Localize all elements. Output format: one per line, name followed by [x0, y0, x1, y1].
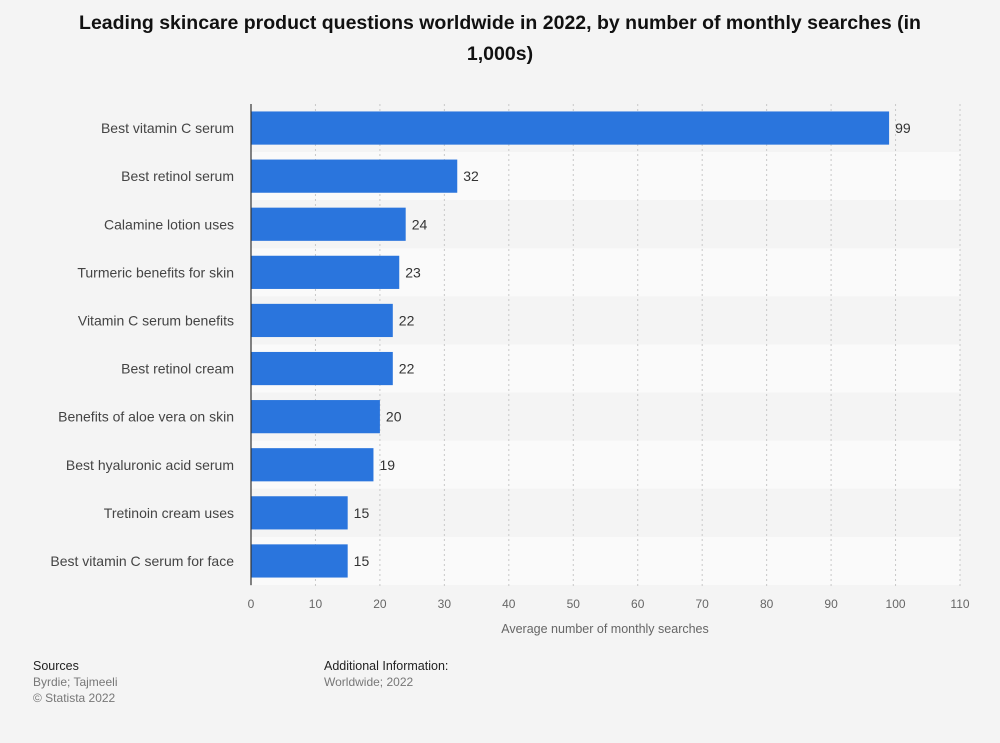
x-tick-label: 50: [567, 597, 581, 611]
x-tick-labels: 0 10 20 30 40 50 60 70 80 90 100 110: [248, 597, 970, 611]
bar: [251, 111, 890, 145]
additional-info-heading: Additional Information:: [324, 659, 449, 673]
bar-chart: Best vitamin C serum Best retinol serum Ca…: [50, 104, 970, 636]
category-label: Best retinol cream: [121, 361, 234, 377]
bar: [251, 159, 458, 193]
category-label: Best retinol serum: [121, 168, 234, 184]
bars: [251, 111, 890, 578]
chart-title: Leading skincare product questions world…: [79, 12, 921, 65]
value-label: 24: [412, 216, 428, 232]
x-axis-label: Average number of monthly searches: [501, 622, 709, 636]
x-tick-label: 10: [309, 597, 323, 611]
sources-text: Byrdie; Tajmeeli: [33, 675, 118, 689]
category-label: Best vitamin C serum for face: [50, 553, 234, 569]
bar: [251, 544, 348, 578]
copyright-text: © Statista 2022: [33, 691, 116, 705]
x-tick-label: 100: [886, 597, 906, 611]
bar: [251, 351, 393, 386]
x-tick-label: 20: [373, 597, 387, 611]
value-labels: 99 32 24 23 22 22 20 19 15 15: [354, 120, 911, 569]
x-tick-label: 60: [631, 597, 645, 611]
category-label: Tretinoin cream uses: [104, 505, 234, 521]
x-tick-label: 30: [438, 597, 452, 611]
bar: [251, 496, 348, 530]
additional-info-text: Worldwide; 2022: [324, 675, 414, 689]
category-label: Best vitamin C serum: [101, 120, 234, 136]
x-tick-label: 110: [950, 597, 969, 611]
bar: [251, 207, 406, 241]
bar: [251, 448, 374, 482]
value-label: 15: [354, 553, 370, 569]
x-tick-label: 90: [824, 597, 838, 611]
sources-block: Sources Byrdie; Tajmeeli © Statista 2022: [33, 658, 117, 706]
value-label: 22: [399, 361, 415, 377]
category-labels: Best vitamin C serum Best retinol serum Ca…: [50, 120, 234, 569]
bar: [251, 400, 380, 434]
additional-info-block: Additional Information: Worldwide; 2022: [324, 658, 448, 690]
category-label: Benefits of aloe vera on skin: [58, 409, 234, 425]
bar: [251, 303, 393, 338]
x-tick-label: 0: [248, 597, 255, 611]
value-label: 19: [379, 457, 395, 473]
category-label: Best hyaluronic acid serum: [66, 457, 234, 473]
row-band: [251, 488, 960, 537]
value-label: 23: [405, 264, 421, 280]
value-label: 99: [895, 120, 911, 136]
category-label: Vitamin C serum benefits: [78, 312, 234, 328]
value-label: 20: [386, 409, 402, 425]
row-band: [251, 536, 960, 585]
value-label: 22: [399, 312, 415, 328]
bar: [251, 255, 400, 289]
category-label: Turmeric benefits for skin: [77, 264, 234, 280]
value-label: 15: [354, 505, 370, 521]
x-tick-label: 70: [696, 597, 710, 611]
sources-heading: Sources: [33, 659, 79, 673]
x-tick-label: 80: [760, 597, 774, 611]
x-tick-label: 40: [502, 597, 516, 611]
value-label: 32: [463, 168, 479, 184]
category-label: Calamine lotion uses: [104, 216, 234, 232]
